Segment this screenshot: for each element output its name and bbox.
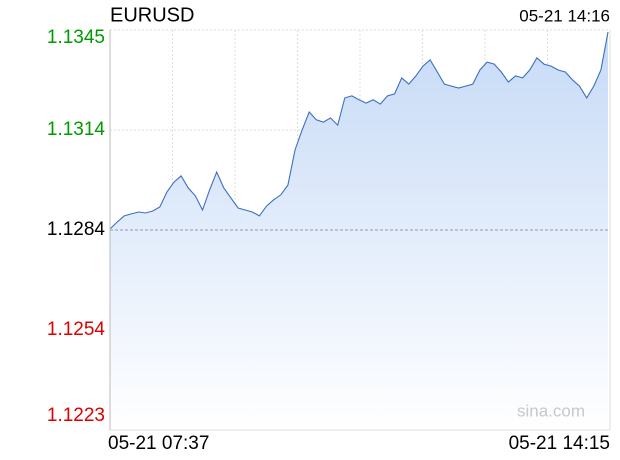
y-tick-label: 1.1345 <box>47 27 105 48</box>
y-tick-label: 1.1254 <box>47 319 106 340</box>
area <box>110 32 608 430</box>
y-tick-label: 1.1284 <box>47 219 106 240</box>
price-line <box>109 31 609 230</box>
timestamp: 05-21 14:16 <box>519 6 610 25</box>
y-tick-label: 1.1223 <box>47 405 105 426</box>
watermark: sina.com <box>517 401 585 420</box>
chart-title: EURUSD <box>110 4 194 26</box>
y-tick-label: 1.1314 <box>47 119 106 140</box>
x-start-label: 05-21 07:37 <box>108 433 209 454</box>
x-end-label: 05-21 14:15 <box>509 433 610 454</box>
